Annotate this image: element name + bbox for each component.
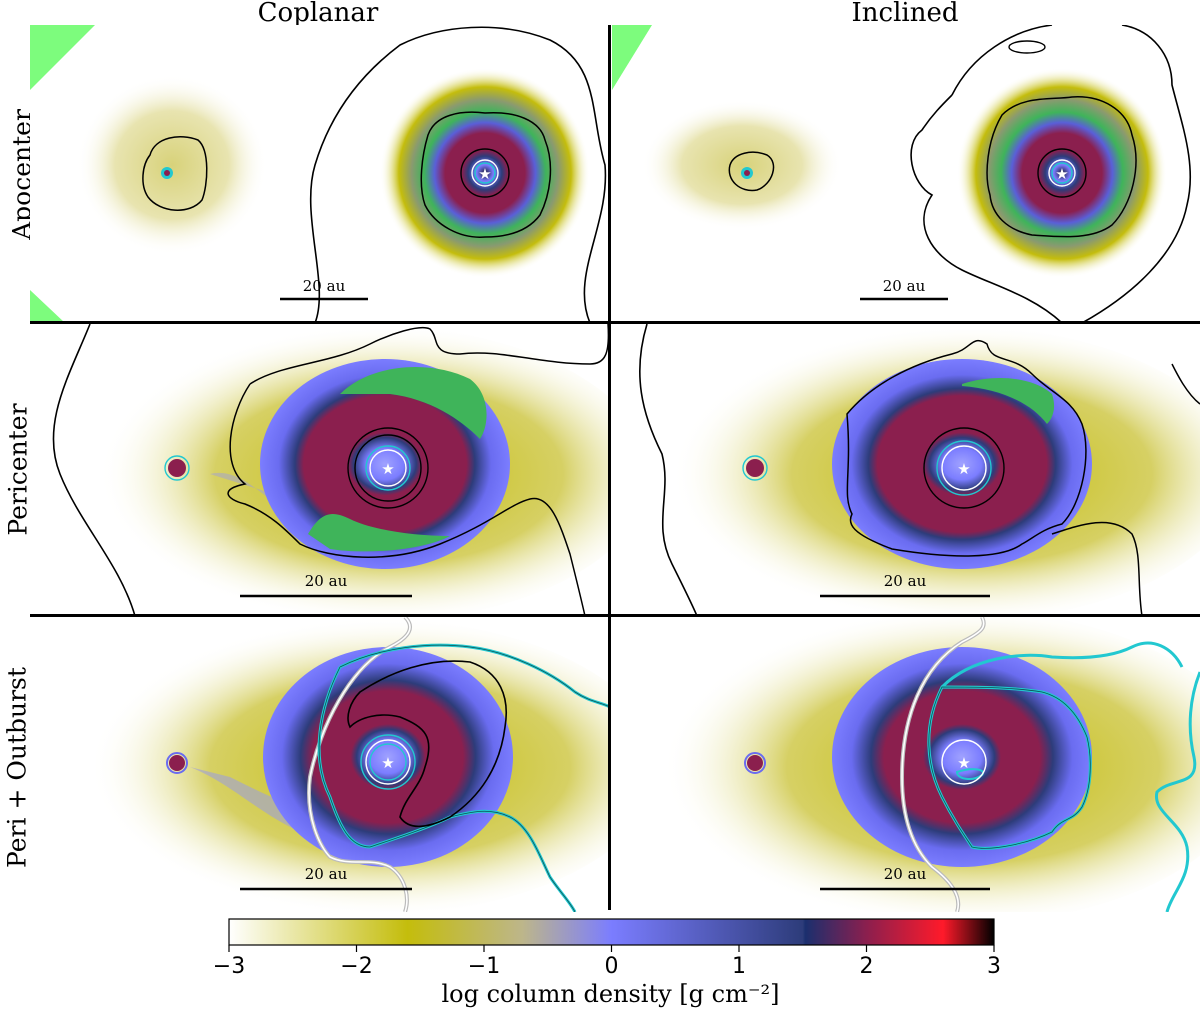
star-icon: ★ bbox=[957, 460, 970, 478]
green-highlight bbox=[962, 378, 1055, 424]
density-contour bbox=[309, 26, 607, 323]
column-title-inclined: Inclined bbox=[851, 0, 959, 28]
panel-outburst-inclined: ★ 20 au bbox=[612, 617, 1200, 912]
companion-star bbox=[168, 459, 186, 477]
green-highlight bbox=[340, 367, 487, 439]
scale-bar-label: 20 au bbox=[884, 572, 927, 590]
panel-apocenter-inclined: ★ 20 au bbox=[612, 25, 1200, 323]
density-contour bbox=[354, 434, 422, 502]
density-contour bbox=[986, 96, 1137, 238]
panel-pericenter-coplanar: ★ 20 au bbox=[30, 324, 610, 616]
colorbar-label: log column density [g cm⁻²] bbox=[441, 980, 780, 1008]
density-contour bbox=[941, 739, 987, 785]
scale-bar-label: 20 au bbox=[305, 865, 348, 883]
density-contour bbox=[460, 148, 510, 198]
panel-apocenter-coplanar: ★ 20 au bbox=[30, 25, 610, 323]
scale-bar-label: 20 au bbox=[883, 277, 926, 295]
density-contour bbox=[1051, 521, 1143, 616]
density-contour bbox=[474, 162, 496, 184]
colorbar-tick-label: −1 bbox=[467, 954, 501, 979]
horizontal-divider bbox=[30, 614, 1200, 617]
density-contour bbox=[369, 449, 407, 487]
companion-star bbox=[169, 755, 185, 771]
density-contour bbox=[227, 383, 586, 616]
density-contour bbox=[369, 743, 407, 781]
cyan-contour bbox=[940, 641, 1200, 912]
density-contour bbox=[365, 739, 411, 785]
density-contour bbox=[846, 339, 1087, 557]
density-contour bbox=[249, 324, 610, 385]
colorbar-tick-label: −2 bbox=[340, 954, 373, 979]
star-icon: ★ bbox=[1055, 165, 1068, 183]
density-contour bbox=[347, 660, 507, 828]
density-contour bbox=[941, 445, 987, 491]
row-title-peri-outburst: Peri + Outburst bbox=[2, 667, 32, 868]
density-contour bbox=[471, 159, 499, 187]
density-contour bbox=[142, 136, 208, 211]
star-icon: ★ bbox=[381, 460, 394, 478]
corner-mask bbox=[30, 290, 65, 323]
corner-mask bbox=[612, 25, 652, 90]
panel-outburst-coplanar: ★ 20 au bbox=[30, 617, 610, 912]
horizontal-divider bbox=[30, 321, 1200, 324]
scale-bar-label: 20 au bbox=[305, 572, 348, 590]
vertical-divider bbox=[608, 25, 611, 910]
density-contour bbox=[420, 111, 552, 238]
primary-disc bbox=[832, 647, 1092, 867]
density-contour bbox=[365, 445, 411, 491]
colorbar-tick-label: 0 bbox=[604, 954, 619, 979]
colorbar-tick-label: 3 bbox=[987, 954, 1001, 979]
white-contour bbox=[308, 617, 411, 912]
primary-disc bbox=[380, 68, 590, 278]
density-contour bbox=[638, 324, 698, 616]
colorbar bbox=[228, 918, 995, 952]
green-highlight bbox=[308, 514, 450, 552]
star-icon: ★ bbox=[381, 754, 394, 772]
panel-pericenter-inclined: ★ 20 au bbox=[612, 324, 1200, 616]
primary-disc bbox=[832, 359, 1092, 569]
density-contour bbox=[923, 427, 1005, 509]
density-contour bbox=[728, 151, 775, 192]
density-contour bbox=[1037, 148, 1087, 198]
density-contour bbox=[910, 25, 1192, 323]
density-contour bbox=[1008, 40, 1046, 54]
companion-envelope bbox=[642, 100, 842, 230]
star-icon: ★ bbox=[478, 165, 491, 183]
row-title-pericenter: Pericenter bbox=[3, 403, 33, 536]
density-contour bbox=[52, 324, 136, 616]
companion-envelope bbox=[77, 75, 267, 255]
density-contour bbox=[1048, 159, 1076, 187]
colorbar-tick-label: 2 bbox=[859, 954, 874, 979]
white-contour bbox=[901, 617, 985, 912]
density-contour bbox=[347, 427, 429, 509]
star-icon: ★ bbox=[957, 754, 970, 772]
column-title-coplanar: Coplanar bbox=[257, 0, 379, 28]
scale-bar-label: 20 au bbox=[303, 277, 346, 295]
colorbar-tick-label: −3 bbox=[212, 954, 246, 979]
scale-bar-label: 20 au bbox=[884, 865, 927, 883]
density-contour bbox=[936, 440, 992, 496]
companion-star bbox=[746, 459, 764, 477]
density-contour bbox=[360, 734, 416, 790]
density-contour bbox=[1051, 162, 1073, 184]
companion-star bbox=[747, 755, 763, 771]
corner-mask bbox=[30, 25, 95, 90]
colorbar-gradient bbox=[228, 918, 995, 946]
colorbar-tick-label: 1 bbox=[732, 954, 746, 979]
